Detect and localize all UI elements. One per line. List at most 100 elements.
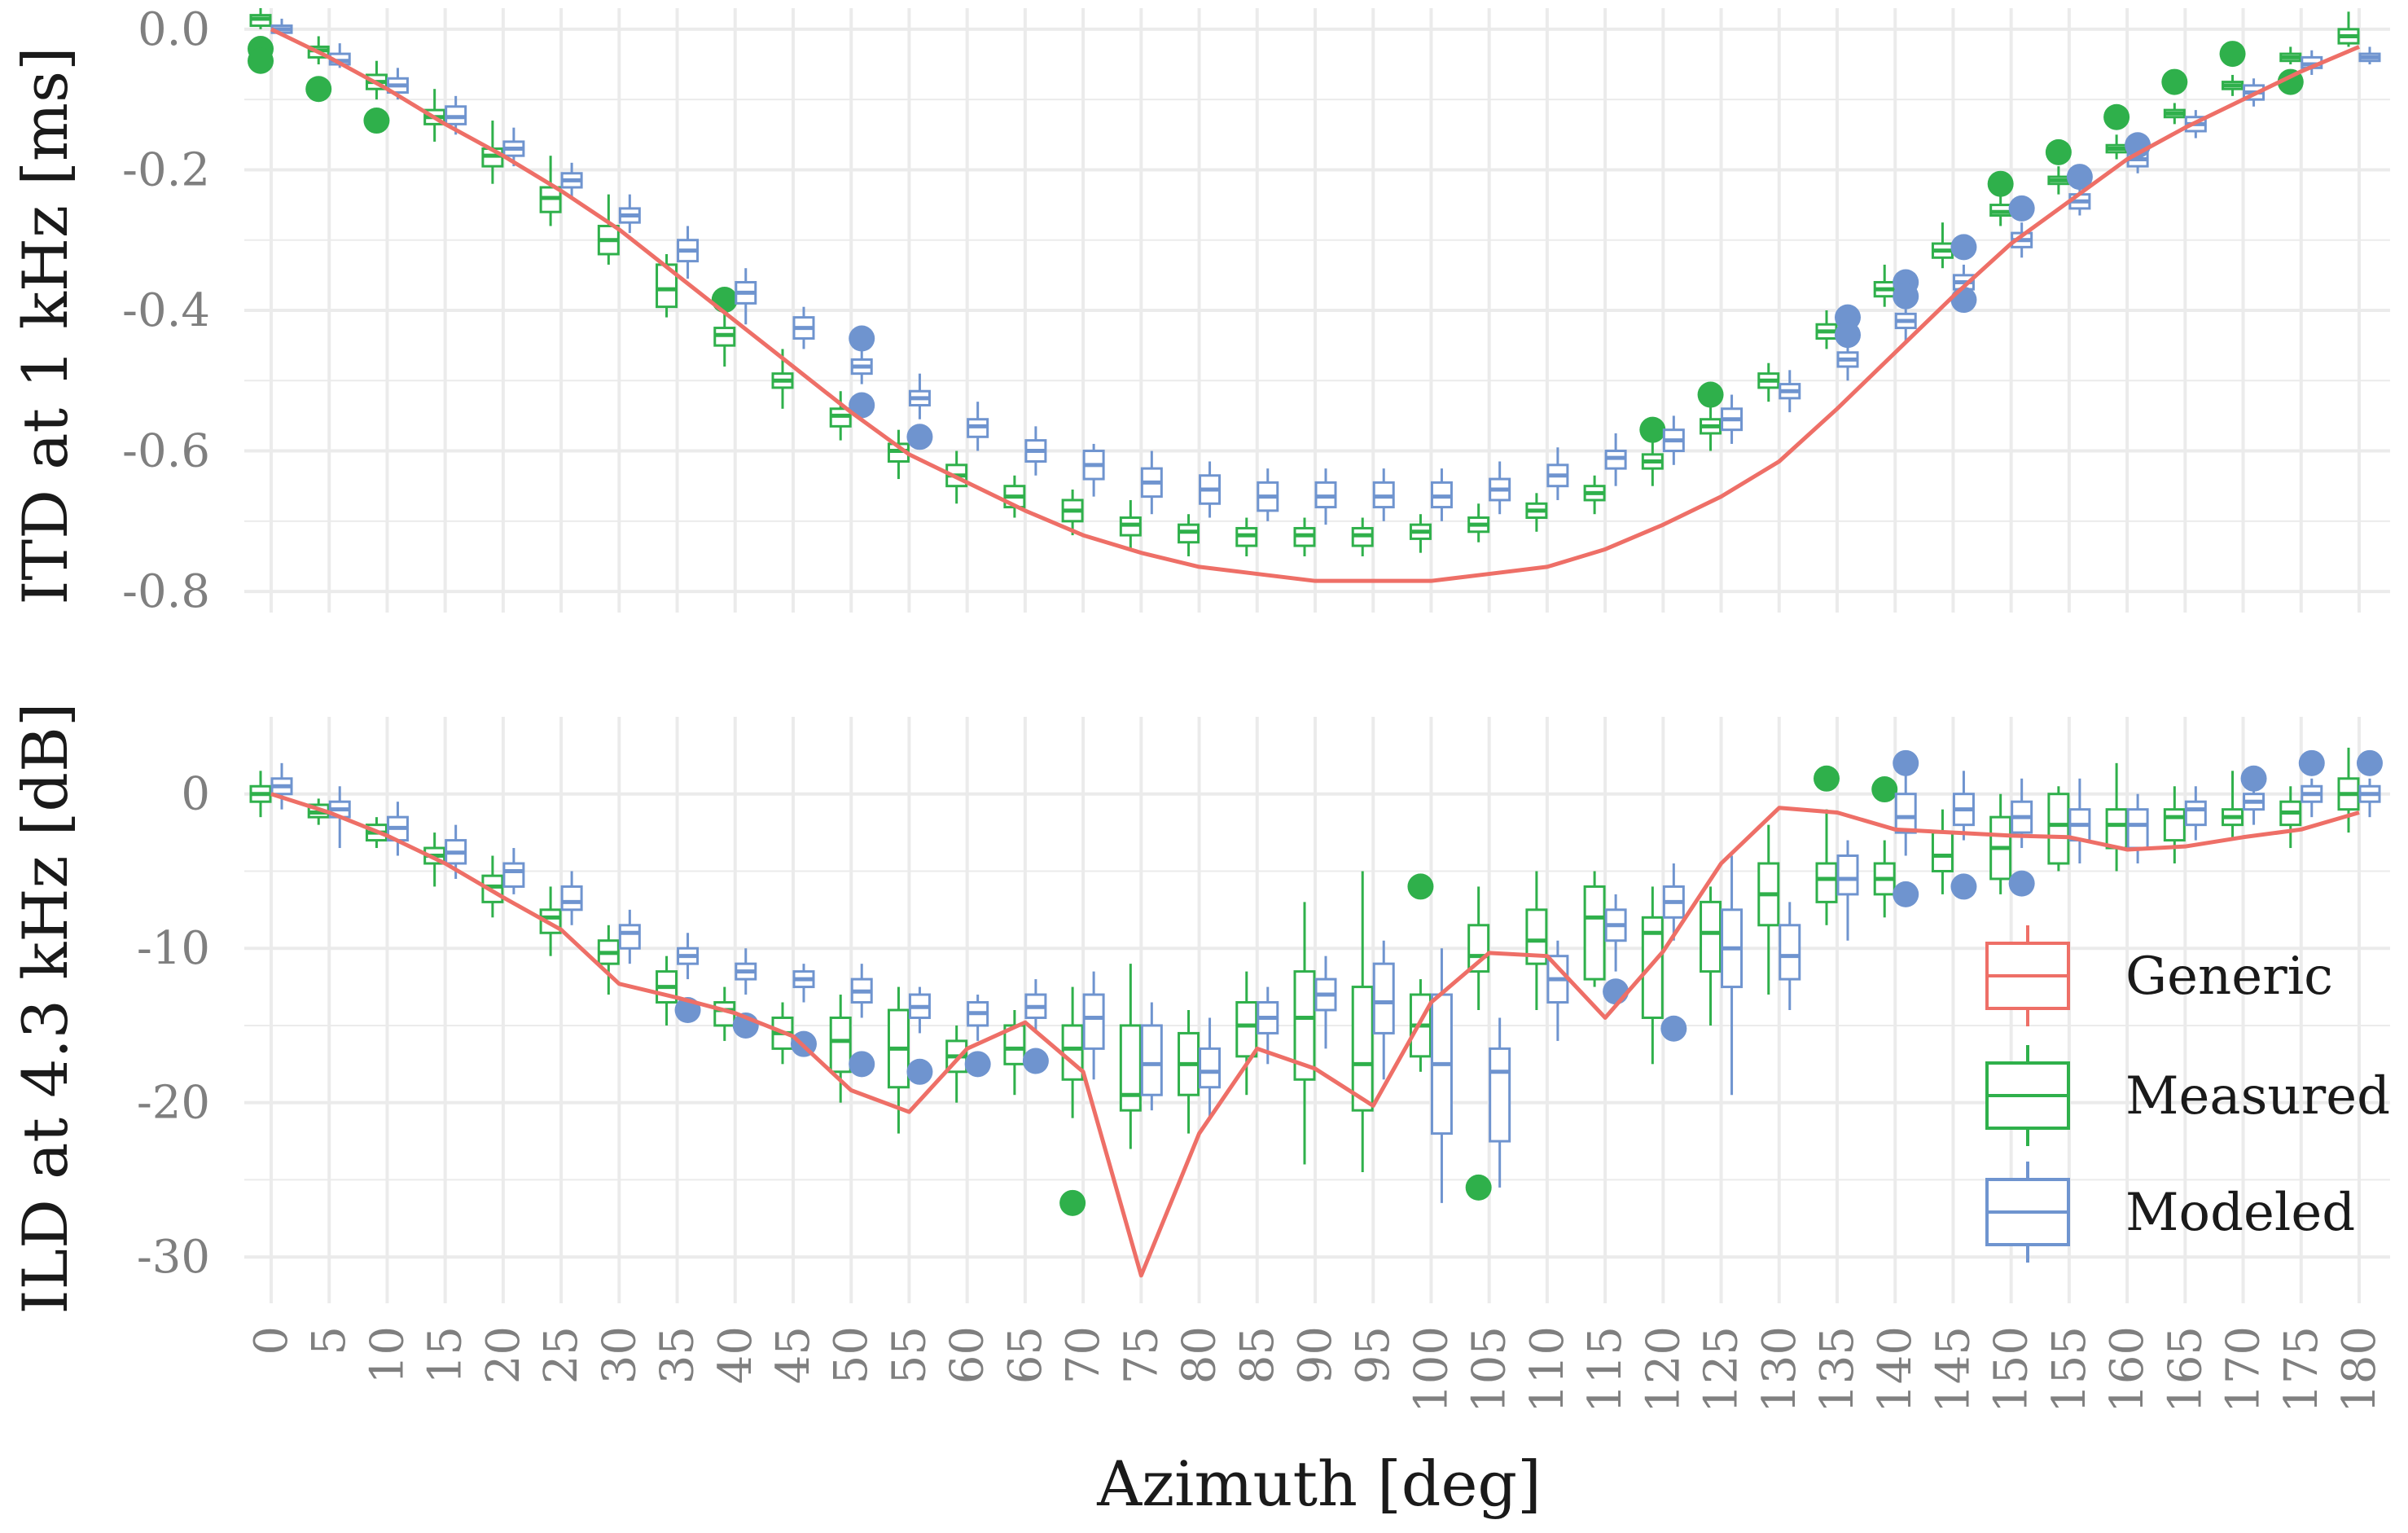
modeled-outlier: [1893, 749, 1919, 776]
modeled-box: [1489, 461, 1511, 515]
x-tick-label: 5: [303, 1326, 356, 1355]
measured-outlier: [1639, 416, 1666, 443]
modeled-box: [2068, 778, 2091, 863]
modeled-box: [1779, 902, 1801, 1010]
x-tick-label: 75: [1115, 1326, 1168, 1384]
modeled-box-body: [1489, 1047, 1511, 1143]
modeled-box: [1257, 468, 1279, 521]
x-tick-label: 50: [825, 1326, 878, 1384]
x-tick-label: 165: [2159, 1326, 2212, 1413]
measured-box-body: [2047, 793, 2070, 865]
x-tick-label: 70: [1057, 1326, 1110, 1384]
measured-box: [1700, 405, 1722, 451]
legend: Generic Measured Modeled: [1985, 925, 2390, 1263]
x-tick-label: 115: [1579, 1326, 1632, 1413]
modeled-box: [1199, 461, 1222, 518]
modeled-box: [1894, 771, 1917, 856]
measured-outlier: [305, 76, 332, 103]
measured-box: [1989, 793, 2012, 894]
x-tick-label: 10: [361, 1326, 414, 1384]
x-tick-label: 15: [419, 1326, 472, 1384]
modeled-box: [560, 871, 583, 925]
measured-outlier: [1059, 1189, 1086, 1216]
measured-box: [249, 8, 272, 29]
modeled-box: [1140, 450, 1163, 515]
x-tick-label: 90: [1289, 1326, 1342, 1384]
modeled-box: [2358, 46, 2381, 65]
legend-label-generic: Generic: [2125, 947, 2333, 1007]
modeled-box: [908, 373, 931, 419]
measured-outlier: [2103, 103, 2130, 130]
measured-box: [1757, 362, 1780, 402]
modeled-box: [1372, 468, 1395, 521]
modeled-outlier: [1950, 873, 1977, 900]
x-tick-label: 180: [2333, 1326, 2386, 1413]
measured-box: [829, 995, 852, 1103]
measured-outlier: [1465, 1174, 1492, 1201]
legend-key-modeled: [1985, 1162, 2070, 1263]
modeled-outlier: [2008, 195, 2035, 222]
modeled-box: [1024, 426, 1047, 476]
x-tick-label: 150: [1985, 1326, 2038, 1413]
modeled-box: [1721, 394, 1743, 444]
x-tick-label: 110: [1521, 1326, 1574, 1413]
y-tick-label: 0: [181, 768, 210, 821]
y-tick-label: 0.0: [138, 3, 210, 56]
modeled-outlier: [1950, 287, 1977, 314]
x-tick-label: 30: [593, 1326, 646, 1384]
x-tick-label: 100: [1405, 1326, 1458, 1413]
modeled-box: [1199, 1017, 1222, 1118]
modeled-outlier: [1660, 1015, 1687, 1042]
x-tick-labels: 0 5 10 15 20 25 30 35 40 45 50 55 60 65 70 75 80 85 90 95 10…: [245, 1326, 2386, 1413]
modeled-box: [2301, 778, 2323, 818]
measured-box: [2105, 134, 2128, 160]
modeled-outlier: [906, 424, 933, 450]
modeled-box: [1662, 863, 1685, 941]
x-tick-label: 80: [1173, 1326, 1226, 1384]
itd-y-axis-title: ITD at 1 kHz [ms]: [9, 46, 81, 604]
measured-box: [1235, 517, 1258, 556]
measured-box-body: [1119, 1024, 1142, 1112]
measured-outlier: [2045, 138, 2072, 165]
modeled-outlier: [1893, 283, 1919, 310]
legend-key-generic: [1985, 925, 2070, 1026]
measured-box-body: [1700, 900, 1722, 973]
itd-panel: 0.0 -0.2 -0.4 -0.6 -0.8 ITD at 1 kHz [ms]: [9, 3, 2390, 618]
x-tick-label: 170: [2217, 1326, 2270, 1413]
modeled-box: [502, 848, 525, 894]
measured-box: [1931, 809, 1954, 894]
x-tick-label: 155: [2043, 1326, 2096, 1413]
measured-box: [2279, 786, 2302, 849]
itd-gridlines: [244, 8, 2390, 613]
y-tick-label: -0.2: [122, 143, 210, 196]
measured-box-body: [1583, 885, 1606, 981]
measured-box: [1641, 886, 1664, 1065]
modeled-box: [792, 306, 815, 349]
modeled-box: [618, 909, 641, 964]
modeled-box-body: [502, 862, 525, 888]
measured-box: [887, 986, 910, 1134]
modeled-outlier: [849, 1051, 875, 1078]
x-tick-label: 95: [1347, 1326, 1400, 1384]
modeled-box-body: [2126, 808, 2149, 850]
modeled-box: [386, 68, 409, 100]
modeled-outlier: [2298, 749, 2325, 776]
modeled-box: [1604, 433, 1627, 486]
modeled-box: [1779, 370, 1801, 413]
measured-box: [945, 1025, 968, 1103]
measured-outlier: [2219, 41, 2246, 68]
measured-outlier: [2161, 68, 2188, 95]
measured-box: [2222, 771, 2244, 841]
x-tick-label: 140: [1869, 1326, 1922, 1413]
itd-marks: [248, 8, 2381, 583]
modeled-box: [735, 268, 757, 325]
measured-box: [2163, 103, 2186, 125]
modeled-box: [1604, 894, 1627, 972]
x-tick-label: 160: [2101, 1326, 2154, 1413]
measured-box-body: [1061, 1024, 1084, 1081]
x-tick-label: 120: [1637, 1326, 1690, 1413]
x-tick-label: 40: [709, 1326, 762, 1384]
measured-box: [1873, 264, 1896, 307]
modeled-outlier: [2357, 749, 2383, 776]
legend-key-measured: [1985, 1045, 2070, 1146]
